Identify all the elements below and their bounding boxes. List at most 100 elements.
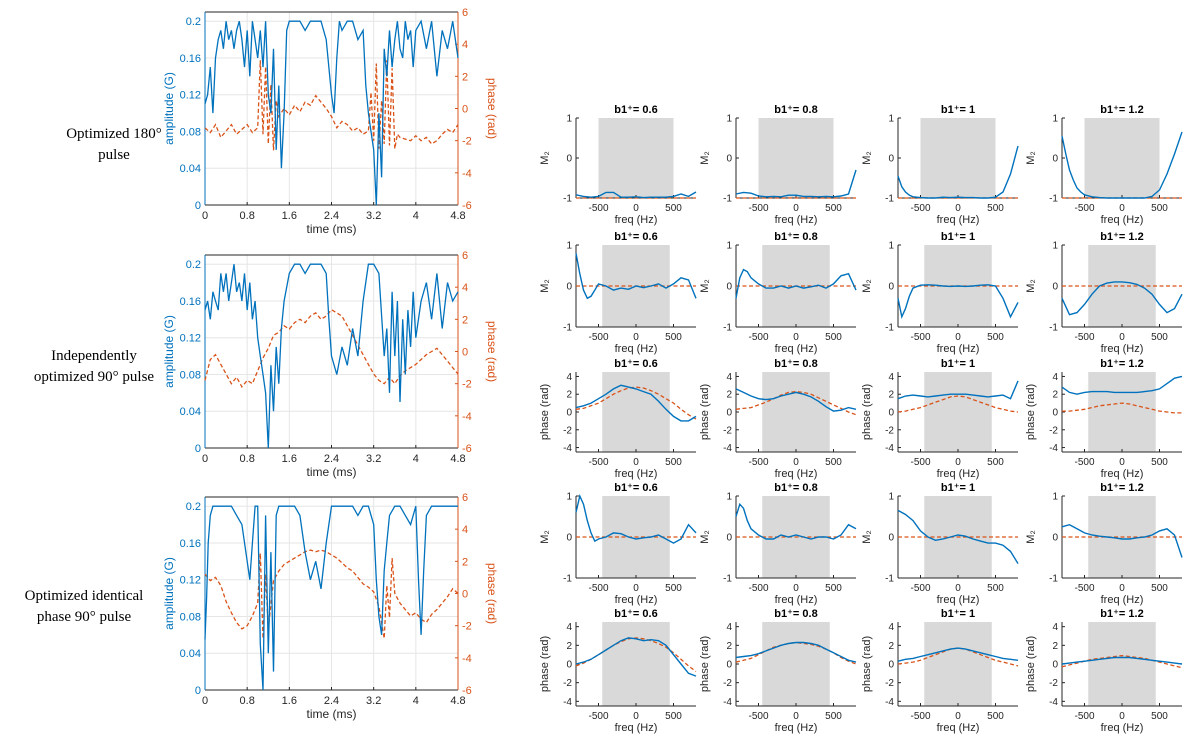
- resp-r5c1-xtick-label: 0: [633, 711, 639, 722]
- resp-r4c1-xtick-label: -500: [588, 583, 608, 594]
- resp-r3c4-ylabel: phase (rad): [1025, 384, 1037, 440]
- resp-r2c4-response-line: [1061, 281, 1183, 316]
- resp-r5c2-title: b1⁺= 0.8: [774, 608, 817, 620]
- resp-r4c3-ytick-label: 0: [888, 533, 894, 544]
- resp-r5c4-shade-band: [1088, 622, 1156, 706]
- resp-r1c1-xtick-label: 500: [665, 203, 682, 214]
- pulse3-ytick-right-label: -4: [462, 653, 472, 665]
- resp-r2c2-response-line: [735, 268, 857, 299]
- pulse2-ytick-right-label: -4: [462, 411, 472, 423]
- resp-r3c2-ylabel: phase (rad): [699, 384, 711, 440]
- resp-r3c2-title: b1⁺= 0.8: [774, 358, 817, 370]
- resp-r2c1-title: b1⁺= 0.6: [614, 231, 657, 243]
- pulse2-phase-line: [204, 308, 459, 389]
- resp-r1c3-ytick-label: 0: [888, 154, 894, 165]
- resp-r3c3-ytick-label: 0: [888, 408, 894, 419]
- resp-r3c2-target-line: [735, 390, 857, 416]
- resp-r1c1-response-line: [575, 191, 697, 199]
- resp-r3c4-xtick-label: 0: [1119, 457, 1125, 468]
- resp-r5c2-shade-band: [762, 622, 830, 706]
- pulse1-ytick-right-label: 6: [462, 7, 468, 19]
- resp-r4c1-ylabel: M₂: [539, 530, 551, 543]
- resp-r3c2-xtick-label: 500: [825, 457, 842, 468]
- pulse1-ytick-right-label: 2: [462, 71, 468, 83]
- resp-r4c4-response-line: [1061, 523, 1183, 558]
- resp-r3c4-ytick-label: 4: [1052, 372, 1058, 383]
- resp-r5c3-ytick-label: -4: [885, 697, 894, 708]
- pulse2-xtick-label: 3.2: [366, 453, 381, 465]
- resp-r1c2-ytick-label: -1: [723, 194, 732, 205]
- resp-r2c1-response-line: [575, 253, 697, 300]
- resp-r4c1-response-line: [575, 493, 697, 544]
- resp-r4c3-ylabel: M₂: [861, 530, 873, 543]
- resp-r2c3-xlabel: freq (Hz): [937, 343, 980, 355]
- pulse3-ytick-label: 0.04: [180, 648, 201, 660]
- pulse3-xtick-label: 0: [202, 695, 208, 707]
- resp-r2c1-xtick-label: -500: [588, 332, 608, 343]
- resp-r3c1-xlabel: freq (Hz): [615, 468, 658, 480]
- resp-r1c4-shade-band: [1084, 118, 1160, 198]
- resp-r5c3-ytick-label: -2: [885, 678, 894, 689]
- resp-r5c3-xlabel: freq (Hz): [937, 722, 980, 734]
- pulse2-ytick-right-label: -6: [462, 443, 472, 455]
- resp-r5c1-xtick-label: -500: [588, 711, 608, 722]
- row-label-90-independent: Independently optimized 90° pulse: [33, 348, 155, 385]
- resp-r1c3-xtick-label: -500: [910, 203, 930, 214]
- resp-r1c4-xtick-label: 500: [1151, 203, 1168, 214]
- resp-r5c2-xtick-label: -500: [748, 711, 768, 722]
- pulse1-ytick-right-label: -2: [462, 136, 472, 148]
- pulse1-ytick-right-label: 0: [462, 104, 468, 116]
- resp-r5c4-ytick-label: -4: [1049, 697, 1058, 708]
- resp-r5c4-ytick-label: -2: [1049, 678, 1058, 689]
- pulse1-xtick-label: 2.4: [324, 210, 339, 222]
- resp-r5c3-response-line: [897, 647, 1019, 662]
- resp-r5c3-ytick-label: 2: [888, 641, 894, 652]
- resp-r5c1-response-line: [575, 637, 697, 677]
- resp-r5c1-ytick-label: 2: [566, 641, 572, 652]
- resp-r2c3-ytick-label: -1: [885, 323, 894, 334]
- pulse1-ytick-right-label: 4: [462, 39, 468, 51]
- resp-r1c2-title: b1⁺= 0.8: [774, 104, 817, 116]
- pulse3-amplitude-line: [204, 505, 458, 691]
- resp-r1c2-shade-band: [758, 118, 834, 198]
- resp-r3c2-shade-band: [762, 372, 830, 452]
- resp-r3c4-target-line: [1062, 402, 1182, 414]
- resp-r3c3-target-line: [897, 395, 1019, 413]
- resp-r4c2-ylabel: M₂: [699, 530, 711, 543]
- pulse3-xtick-label: 4: [413, 695, 419, 707]
- resp-r3c3-ylabel: phase (rad): [861, 384, 873, 440]
- resp-r3c3-ytick-label: 2: [888, 390, 894, 401]
- resp-r1c3-xtick-label: 0: [955, 203, 961, 214]
- resp-r1c1-shade-band: [598, 118, 674, 198]
- pulse2-xlabel: time (ms): [307, 465, 357, 479]
- resp-r2c3-ylabel: M₂: [861, 279, 873, 292]
- pulse3-ytick-right-label: 4: [462, 524, 468, 536]
- pulse1-xlabel: time (ms): [307, 222, 357, 236]
- row-label-90-identical: Optimized identical phase 90° pulse: [24, 588, 144, 625]
- pulse2-ylabel-right: phase (rad): [485, 321, 499, 382]
- resp-r3c1-xtick-label: 0: [633, 457, 639, 468]
- pulse2-ytick-label: 0.12: [180, 333, 201, 345]
- pulse2-ytick-right-label: 0: [462, 347, 468, 359]
- resp-r5c3-ylabel: phase (rad): [861, 636, 873, 692]
- resp-r2c2-xtick-label: 500: [825, 332, 842, 343]
- pulse2-xtick-label: 2.4: [324, 453, 339, 465]
- resp-r4c2-xlabel: freq (Hz): [775, 594, 818, 606]
- resp-r3c4-xtick-label: -500: [1074, 457, 1094, 468]
- pulse1-ytick-label: 0.16: [180, 53, 201, 65]
- resp-r5c3-shade-band: [924, 622, 992, 706]
- resp-r1c1-xtick-label: -500: [588, 203, 608, 214]
- resp-r1c4-xlabel: freq (Hz): [1101, 214, 1144, 226]
- resp-r4c4-xtick-label: 500: [1151, 583, 1168, 594]
- pulse1-ytick-label: 0.2: [186, 16, 201, 28]
- resp-r5c1-ylabel: phase (rad): [539, 636, 551, 692]
- resp-r2c1-ytick-label: 1: [566, 241, 572, 252]
- resp-r2c3-response-line: [897, 284, 1019, 320]
- resp-r5c2-ytick-label: 2: [726, 641, 732, 652]
- resp-r4c3-xtick-label: -500: [910, 583, 930, 594]
- pulse2-xtick-label: 4.8: [450, 453, 465, 465]
- resp-r5c2-xtick-label: 500: [825, 711, 842, 722]
- resp-r2c1-ytick-label: -1: [563, 323, 572, 334]
- resp-r3c2-ytick-label: 4: [726, 372, 732, 383]
- resp-r5c4-xtick-label: 0: [1119, 711, 1125, 722]
